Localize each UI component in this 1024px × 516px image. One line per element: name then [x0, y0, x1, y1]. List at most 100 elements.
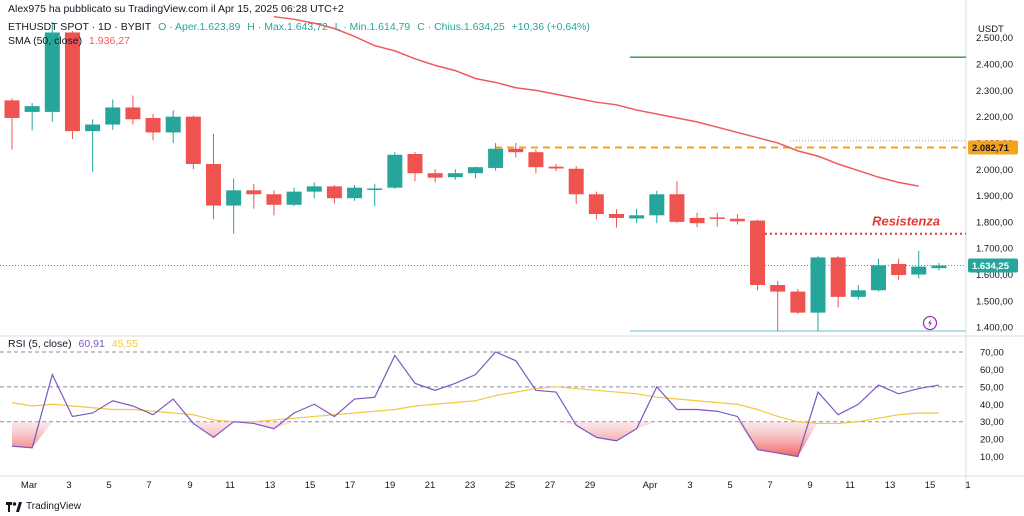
candle-body [246, 190, 262, 195]
price-tick-label: 1.500,00 [976, 296, 1013, 307]
candle-body [105, 107, 121, 125]
candle-body [24, 106, 40, 112]
time-tick-label: 1 [965, 480, 970, 491]
candle-body [830, 257, 846, 297]
candle-body [850, 290, 866, 297]
candle-body [407, 154, 423, 174]
candle-body [649, 194, 665, 216]
candle-body [709, 217, 725, 219]
time-tick-label: 9 [187, 480, 192, 491]
resistance-price-badge [968, 140, 1018, 155]
candle-body [488, 148, 504, 168]
candle-body [770, 285, 786, 292]
rsi-tick-label: 30,00 [980, 417, 1004, 428]
tradingview-logo-icon [6, 501, 22, 512]
rsi-ma-value: 45,55 [111, 338, 139, 350]
candle-body [326, 186, 342, 199]
tradingview-text: TradingView [26, 501, 82, 512]
rsi-tick-label: 20,00 [980, 435, 1004, 446]
candle-body [447, 173, 463, 178]
time-tick-label: 3 [66, 480, 71, 491]
candle-body [306, 186, 322, 192]
candle-body [508, 148, 524, 153]
candle-body [266, 194, 282, 205]
resistance-price-badge-text: 2.082,71 [972, 143, 1010, 154]
time-tick-label: 21 [425, 480, 436, 491]
candle-body [367, 188, 383, 190]
price-tick-label: 2.500,00 [976, 33, 1013, 44]
rsi-oversold-fill [12, 421, 939, 457]
sma-line [273, 15, 919, 187]
candle-body [145, 117, 161, 133]
rsi-ma-line [11, 386, 939, 425]
time-tick-label: 5 [727, 480, 732, 491]
close-value: C · Chius.1.634,25 [417, 21, 505, 33]
candle-body [810, 257, 826, 313]
tradingview-logo[interactable]: TradingView [6, 501, 81, 512]
candle-body [931, 265, 947, 269]
rsi-value: 60,91 [78, 338, 105, 350]
candle-body [226, 190, 242, 206]
lightning-icon [928, 319, 932, 328]
open-value: O · Aper.1.623,89 [158, 21, 241, 33]
candle-body [64, 32, 80, 132]
rsi-label: RSI (5, close) [8, 338, 72, 350]
candle-body [206, 164, 221, 206]
candle-body [387, 154, 403, 188]
candle-body [588, 194, 604, 214]
candle-body [427, 173, 443, 178]
price-tick-label: 2.000,00 [976, 165, 1013, 176]
sma-legend[interactable]: SMA (50, close) 1.936,27 [8, 35, 134, 47]
time-tick-label: 5 [106, 480, 111, 491]
candle-body [286, 191, 302, 205]
rsi-legend[interactable]: RSI (5, close) 60,91 45,55 [8, 338, 142, 350]
rsi-tick-label: 40,00 [980, 400, 1004, 411]
rsi-tick-label: 60,00 [980, 365, 1004, 376]
sma-value: 1.936,27 [89, 35, 130, 47]
time-tick-label: 13 [885, 480, 896, 491]
price-tick-label: 1.600,00 [976, 270, 1013, 281]
candle-body [125, 107, 141, 120]
change-value: +10,36 (+0,64%) [511, 21, 590, 33]
candle-body [85, 124, 101, 132]
time-tick-label: 15 [925, 480, 936, 491]
candle-body [689, 217, 705, 224]
candle-body [347, 187, 363, 199]
price-tick-label: 1.800,00 [976, 217, 1013, 228]
candle-body [911, 266, 927, 275]
price-unit-label: USDT [978, 24, 1004, 35]
time-tick-label: 7 [146, 480, 151, 491]
candle-body [467, 167, 483, 174]
candle-body [790, 291, 806, 313]
candle-body [165, 116, 181, 133]
price-tick-label: 1.700,00 [976, 244, 1013, 255]
time-tick-label: 17 [345, 480, 356, 491]
last-price-badge [968, 258, 1018, 273]
price-tick-label: 1.900,00 [976, 191, 1013, 202]
rsi-tick-label: 50,00 [980, 382, 1004, 393]
rsi-line [11, 351, 940, 458]
time-tick-label: 25 [505, 480, 516, 491]
time-tick-label: 9 [807, 480, 812, 491]
resistance-annotation: Resistenza [872, 214, 940, 229]
candle-body [185, 116, 201, 165]
low-value: L · Min.1.614,79 [334, 21, 411, 33]
candle-body [629, 215, 645, 219]
candle-body [548, 166, 564, 169]
time-tick-label: 27 [545, 480, 556, 491]
rsi-tick-label: 70,00 [980, 347, 1004, 358]
symbol-name[interactable]: ETHUSDT SPOT · 1D · BYBIT [8, 21, 152, 33]
time-tick-label: 29 [585, 480, 596, 491]
sma-label: SMA (50, close) [8, 35, 83, 47]
candle-body [4, 100, 20, 118]
symbol-line: ETHUSDT SPOT · 1D · BYBIT O · Aper.1.623… [8, 21, 594, 33]
last-price-badge-text: 1.634,25 [972, 261, 1010, 272]
price-tick-label: 1.400,00 [976, 323, 1013, 334]
time-tick-label: Mar [21, 480, 37, 491]
time-tick-label: 7 [767, 480, 772, 491]
candle-body [750, 220, 766, 286]
candle-body [669, 194, 685, 222]
time-tick-label: 19 [385, 480, 396, 491]
time-tick-label: 23 [465, 480, 476, 491]
